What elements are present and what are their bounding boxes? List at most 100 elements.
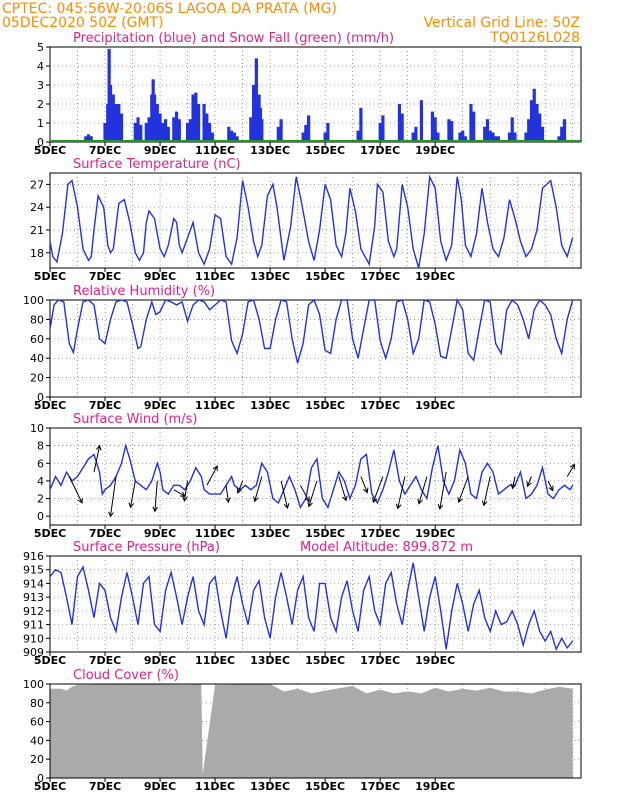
pres-ytick-label: 914 [23,577,44,590]
run-date: 05DEC2020 50Z (GMT) [2,15,164,31]
cloud-xtick-label: 9DEC [144,780,176,793]
precip-bar [507,132,512,142]
cloud-area [50,684,573,778]
pres-ytick-label: 912 [23,605,44,618]
temp-title: Surface Temperature (nC) [73,157,241,172]
precip-xtick-label: 9DEC [144,144,176,157]
precip-bar [279,119,283,142]
precip-bar [529,100,534,142]
rh-ytick-label: 20 [30,372,44,385]
precip-bar [108,85,113,142]
wind-vector-head [417,498,423,505]
precip-bar [139,124,143,142]
cloud-xtick-label: 7DEC [89,780,121,793]
precip-bar [540,126,545,142]
wind-vector [527,476,532,487]
precip-bar [397,104,402,142]
pres-ytick-label: 909 [23,646,44,659]
precip-bar [469,104,473,142]
wind-title: Surface Wind (m/s) [73,412,197,427]
wind-vector-head [437,503,444,510]
wind-xtick-label: 17DEC [360,527,400,540]
precip-bar [485,119,490,142]
precip-bar [89,136,93,142]
precip-bar [276,126,280,142]
precip-bar [458,132,462,142]
pres-xtick-label: 5DEC [34,654,66,667]
precip-bar [496,136,501,142]
precip-bar [196,104,201,142]
precip-bar [166,126,170,142]
precip-ytick-label: 0 [37,136,44,149]
wind-vector [566,464,575,477]
temp-xtick-label: 13DEC [250,270,290,283]
precip-bar [447,119,451,142]
wind-vector [109,476,117,517]
wind-vector [225,485,229,503]
precip-bar [202,104,206,142]
pres-xtick-label: 7DEC [89,654,121,667]
precip-bar [172,117,176,142]
temp-frame [49,172,582,269]
cloud-xtick-label: 19DEC [415,780,455,793]
precip-bar [84,136,88,142]
precip-bar [174,111,179,142]
wind-vector [93,445,101,473]
precip-bar [86,134,91,142]
cloud-ytick-label: 0 [37,772,44,785]
precip-bar [307,115,311,142]
wind-vector [206,465,218,486]
precip-xtick-label: 7DEC [89,144,121,157]
precip-bar [326,123,330,142]
wind-frame [49,427,582,526]
wind-vector-head [128,502,135,509]
wind-vector-head [77,497,83,504]
temp-xtick-label: 11DEC [195,270,235,283]
wind-vector [183,480,189,501]
wind-vector [173,489,186,497]
cloud-panel: 100 80 60 40 20 05DEC 7DEC 9DEC 11DEC 13DEC 15DEC 1… [23,668,582,793]
precip-bar [524,132,528,142]
precip-xtick-label: 19DEC [415,144,455,157]
precip-xtick-label: 11DEC [195,144,235,157]
precip-bar [229,130,234,142]
wind-vector-head [372,497,378,504]
wind-xtick-label: 19DEC [415,527,455,540]
cloud-ytick-label: 40 [30,734,44,747]
precip-bar [381,115,385,142]
precip-bar [152,94,157,142]
precip-bar [562,119,567,142]
rh-ytick-label: 100 [23,294,44,307]
wind-vector [372,476,384,503]
precip-panel: 5 4 3 2 1 05DEC 7DEC 9DEC 11DEC 13DEC 15DEC 17DEC 19… [34,31,582,157]
cloud-frame-top [49,683,582,779]
cloud-title: Cloud Cover (%) [73,668,179,683]
precip-bar [254,58,258,142]
wind-vector-head [304,496,310,503]
wind-xtick-label: 15DEC [305,527,345,540]
precip-bar [411,132,415,142]
wind-xtick-label: 5DEC [34,527,66,540]
precip-bar [117,104,121,142]
precip-ytick-label: 2 [37,98,44,111]
temp-xtick-label: 17DEC [360,270,400,283]
temp-xtick-label: 9DEC [144,270,176,283]
pres-ytick-label: 916 [23,550,44,563]
wind-vector [458,476,469,503]
wind-vector-head [307,501,313,508]
wind-vector [237,480,244,494]
pres-xtick-label: 9DEC [144,654,176,667]
precip-bar [191,94,195,142]
cloud-ytick-label: 20 [30,753,44,766]
wind-vector-head [342,495,348,502]
temp-panel: 27 24 21 18 5DEC 7DEC 9DEC 11DEC 13DEC 15DEC 17DEC… [30,157,582,283]
cloud-xtick-label: 5DEC [34,780,66,793]
wind-vector-head [395,503,402,510]
precip-bar [194,92,198,142]
precip-bar [119,113,124,142]
precip-bar [163,119,168,142]
pres-subtitle: Model Altitude: 899.872 m [300,540,473,555]
